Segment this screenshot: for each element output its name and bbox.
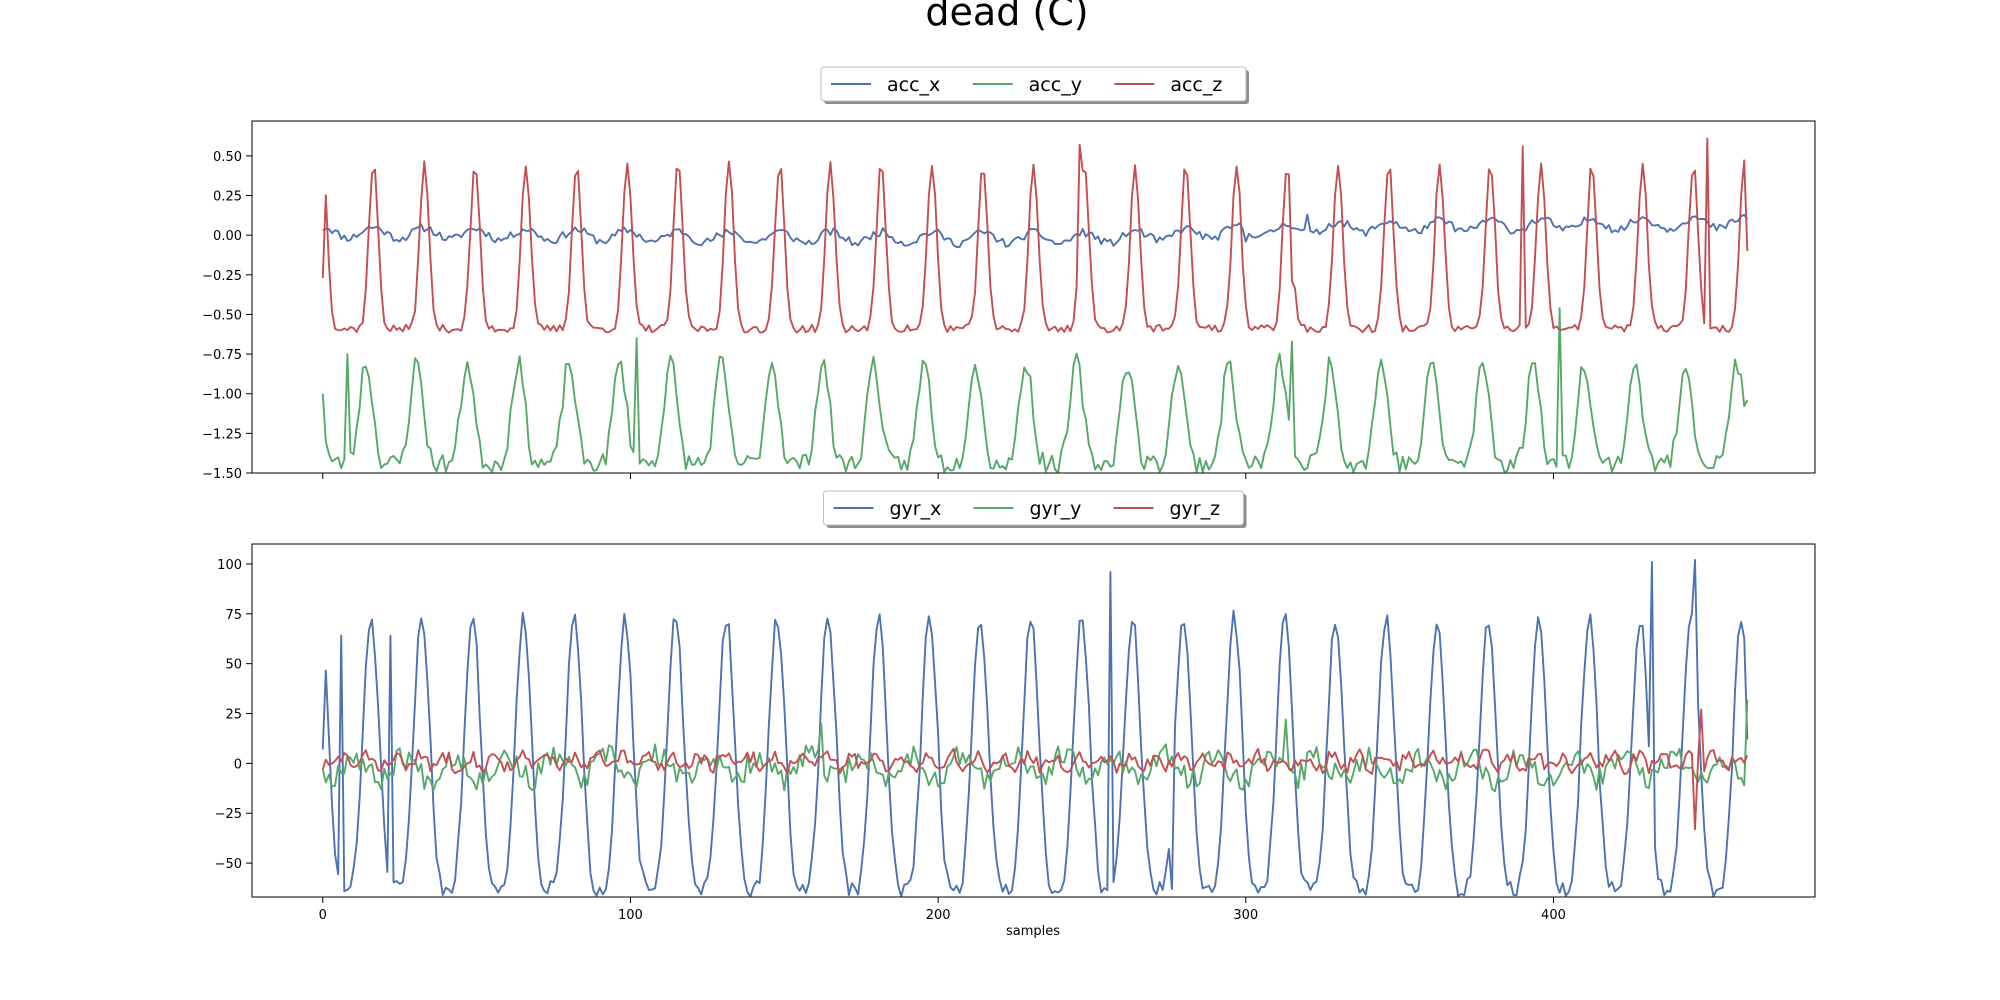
y-tick-label: −0.50 — [202, 308, 242, 323]
y-tick-label: 0 — [234, 757, 242, 772]
y-tick-label: −1.50 — [202, 467, 242, 482]
x-tick-label: 100 — [618, 908, 643, 923]
y-tick-label: 0.00 — [213, 229, 242, 244]
legend-label-gyr_y: gyr_y — [1030, 498, 1082, 520]
legend-label-gyr_x: gyr_x — [890, 498, 942, 520]
legend-label-acc_z: acc_z — [1170, 74, 1222, 96]
bottom-legend: gyr_x gyr_y gyr_z — [823, 490, 1247, 528]
y-tick-label: −0.75 — [202, 348, 242, 363]
top-plot-area: −1.50 −1.25 −1.00 −0.75 −0.50 −0.25 0.00 0.25 0.… — [202, 120, 1816, 482]
y-tick-label: 75 — [225, 608, 242, 623]
legend-label-acc_y: acc_y — [1029, 74, 1082, 96]
series-line-gyr_y — [321, 699, 1749, 793]
y-tick-label: −1.00 — [202, 388, 242, 403]
y-tick-label: −50 — [215, 857, 242, 872]
series-line-gyr_z — [321, 708, 1749, 831]
x-axis-label: samples — [1006, 924, 1060, 939]
figure-title: dead (C) — [925, 0, 1088, 34]
y-tick-label: 100 — [217, 558, 242, 573]
bottom-subplot: gyr_x gyr_y gyr_z 0 100 200 300 400 −50 −25 0 25 50… — [215, 490, 1816, 923]
x-tick-label: 0 — [319, 908, 327, 923]
y-tick-label: −25 — [215, 807, 242, 822]
y-tick-label: 50 — [225, 658, 242, 673]
series-lines — [321, 559, 1749, 897]
legend-label-gyr_z: gyr_z — [1170, 498, 1221, 520]
y-tick-label: 0.25 — [213, 190, 242, 205]
legend-box — [820, 66, 1247, 102]
axes-frame — [251, 120, 1816, 474]
y-tick-label: 25 — [225, 708, 242, 723]
y-tick-label: −0.25 — [202, 269, 242, 284]
legend-label-acc_x: acc_x — [887, 74, 940, 96]
series-line-acc_z — [321, 137, 1749, 334]
top-legend: acc_x acc_y acc_z — [820, 66, 1249, 104]
top-subplot: acc_x acc_y acc_z −1.50 −1.25 −1.00 −0.75 −0.5… — [202, 66, 1816, 482]
y-tick-label: 0.50 — [213, 150, 242, 165]
y-tick-label: −1.25 — [202, 427, 242, 442]
series-line-acc_y — [321, 307, 1749, 473]
bottom-plot-area: 0 100 200 300 400 −50 −25 0 25 50 75 100 — [215, 543, 1816, 923]
legend-box — [823, 490, 1244, 526]
x-tick-label: 400 — [1541, 908, 1566, 923]
series-lines — [321, 137, 1749, 473]
series-line-gyr_x — [321, 559, 1749, 897]
x-tick-label: 300 — [1233, 908, 1258, 923]
x-tick-label: 200 — [926, 908, 951, 923]
series-line-acc_x — [322, 213, 1749, 249]
axes-frame — [251, 543, 1816, 898]
